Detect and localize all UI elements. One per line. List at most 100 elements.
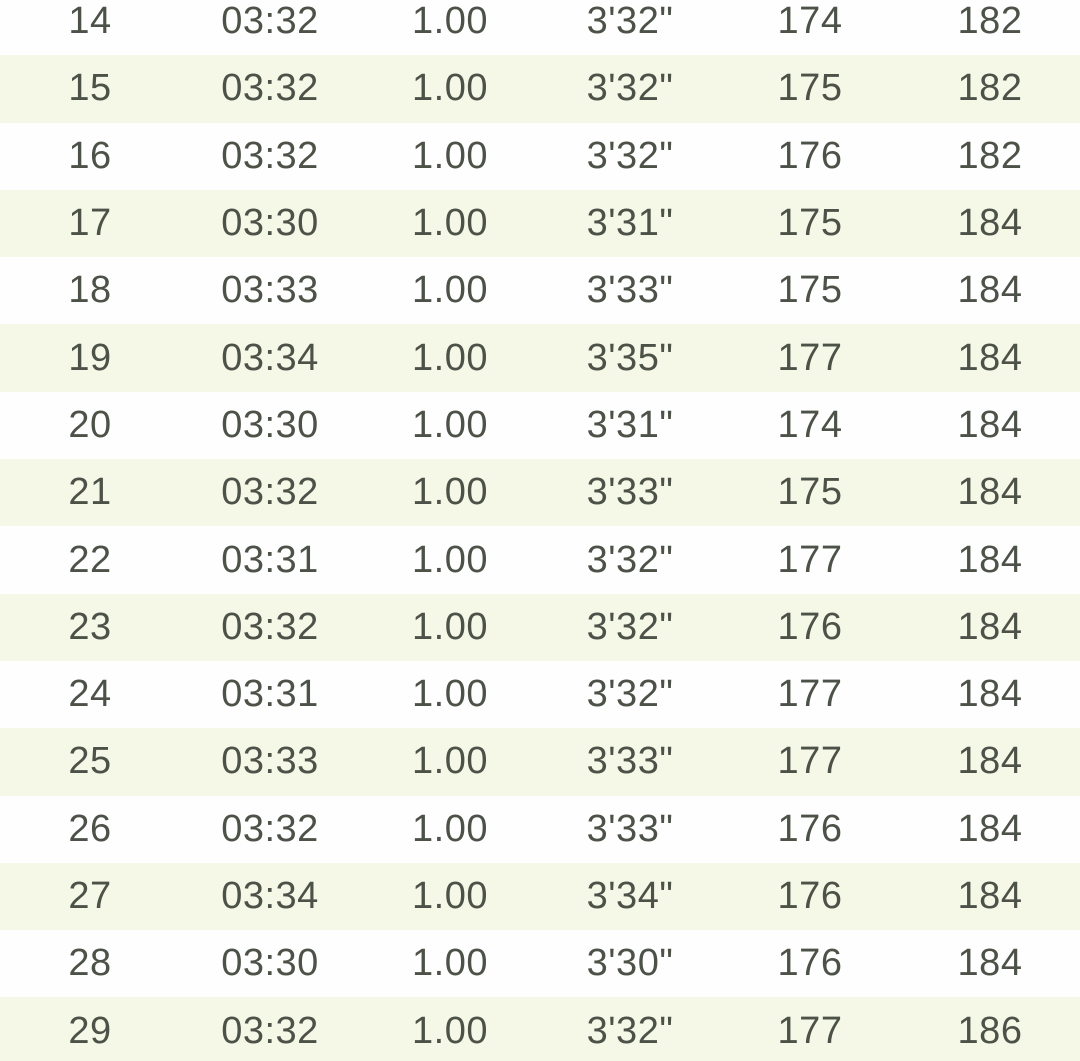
cell-distance: 1.00: [412, 538, 488, 581]
cell-heart_rate: 176: [777, 605, 843, 648]
cell-heart_rate: 176: [777, 134, 843, 177]
cell-distance: 1.00: [412, 269, 488, 312]
table-row: 14 03:32 1.00 3'32" 174 182: [0, 0, 1080, 56]
table-row: 15 03:32 1.00 3'32" 175 182: [0, 55, 1080, 123]
table-row: 24 03:31 1.00 3'32" 177 184: [0, 660, 1080, 729]
cell-heart_rate: 176: [777, 875, 843, 917]
cell-pace: 3'33": [586, 269, 674, 312]
cell-distance: 1.00: [412, 942, 488, 985]
cell-heart_rate: 177: [777, 336, 843, 379]
cell-distance: 1.00: [412, 471, 488, 514]
cell-pace: 3'31": [586, 403, 674, 446]
table-row: 27 03:34 1.00 3'34" 176 184: [0, 862, 1080, 931]
cell-cadence: 184: [957, 471, 1023, 514]
cell-distance: 1.00: [412, 673, 488, 716]
cell-distance: 1.00: [412, 740, 488, 783]
cell-cadence: 184: [957, 403, 1023, 446]
table-row: 25 03:33 1.00 3'33" 177 184: [0, 728, 1080, 796]
cell-heart_rate: 176: [777, 942, 843, 985]
cell-time: 03:34: [221, 875, 319, 917]
cell-distance: 1.00: [412, 134, 488, 177]
cell-pace: 3'32": [586, 0, 674, 43]
cell-time: 03:32: [221, 605, 319, 648]
cell-lap: 21: [68, 471, 112, 514]
cell-pace: 3'33": [586, 471, 674, 514]
cell-time: 03:30: [221, 403, 319, 446]
cell-pace: 3'32": [586, 538, 674, 581]
cell-heart_rate: 177: [777, 538, 843, 581]
cell-lap: 15: [68, 67, 112, 110]
cell-time: 03:33: [221, 740, 319, 783]
cell-lap: 14: [68, 0, 112, 43]
cell-time: 03:32: [221, 67, 319, 110]
cell-pace: 3'32": [586, 134, 674, 177]
cell-lap: 18: [68, 269, 112, 312]
cell-cadence: 184: [957, 202, 1023, 245]
cell-lap: 29: [68, 1009, 112, 1052]
cell-lap: 16: [68, 134, 112, 177]
cell-heart_rate: 177: [777, 673, 843, 716]
cell-time: 03:32: [221, 1009, 319, 1052]
cell-distance: 1.00: [412, 875, 488, 917]
cell-time: 03:32: [221, 0, 319, 43]
cell-heart_rate: 174: [777, 0, 843, 43]
cell-cadence: 186: [957, 1009, 1023, 1052]
cell-heart_rate: 175: [777, 269, 843, 312]
cell-cadence: 184: [957, 538, 1023, 581]
cell-lap: 24: [68, 673, 112, 716]
cell-distance: 1.00: [412, 403, 488, 446]
table-row: 20 03:30 1.00 3'31" 174 184: [0, 391, 1080, 460]
cell-cadence: 184: [957, 605, 1023, 648]
cell-cadence: 184: [957, 673, 1023, 716]
cell-heart_rate: 174: [777, 403, 843, 446]
cell-heart_rate: 176: [777, 807, 843, 850]
cell-distance: 1.00: [412, 67, 488, 110]
cell-pace: 3'32": [586, 1009, 674, 1052]
cell-time: 03:31: [221, 538, 319, 581]
cell-distance: 1.00: [412, 1009, 488, 1052]
cell-cadence: 182: [957, 134, 1023, 177]
cell-time: 03:32: [221, 807, 319, 850]
cell-pace: 3'33": [586, 740, 674, 783]
table-row: 17 03:30 1.00 3'31" 175 184: [0, 189, 1080, 258]
table-row: 16 03:32 1.00 3'32" 176 182: [0, 122, 1080, 190]
cell-pace: 3'32": [586, 67, 674, 110]
cell-cadence: 182: [957, 0, 1023, 43]
cell-pace: 3'31": [586, 202, 674, 245]
table-row: 28 03:30 1.00 3'30" 176 184: [0, 930, 1080, 998]
cell-distance: 1.00: [412, 202, 488, 245]
cell-cadence: 184: [957, 942, 1023, 985]
cell-time: 03:30: [221, 942, 319, 985]
table-row: 23 03:32 1.00 3'32" 176 184: [0, 593, 1080, 661]
cell-heart_rate: 175: [777, 67, 843, 110]
cell-time: 03:32: [221, 471, 319, 514]
cell-distance: 1.00: [412, 336, 488, 379]
cell-cadence: 184: [957, 807, 1023, 850]
cell-time: 03:32: [221, 134, 319, 177]
cell-heart_rate: 177: [777, 740, 843, 783]
cell-pace: 3'34": [586, 875, 674, 917]
cell-heart_rate: 175: [777, 471, 843, 514]
table-row: 26 03:32 1.00 3'33" 176 184: [0, 795, 1080, 863]
cell-cadence: 184: [957, 740, 1023, 783]
cell-time: 03:30: [221, 202, 319, 245]
cell-lap: 28: [68, 942, 112, 985]
table-row: 22 03:31 1.00 3'32" 177 184: [0, 526, 1080, 594]
cell-lap: 26: [68, 807, 112, 850]
table-row: 19 03:34 1.00 3'35" 177 184: [0, 324, 1080, 392]
cell-cadence: 184: [957, 336, 1023, 379]
cell-pace: 3'32": [586, 673, 674, 716]
cell-pace: 3'33": [586, 807, 674, 850]
cell-lap: 25: [68, 740, 112, 783]
table-row: 29 03:32 1.00 3'32" 177 186: [0, 997, 1080, 1061]
cell-pace: 3'30": [586, 942, 674, 985]
cell-time: 03:34: [221, 336, 319, 379]
cell-cadence: 184: [957, 875, 1023, 917]
table-row: 21 03:32 1.00 3'33" 175 184: [0, 459, 1080, 527]
cell-distance: 1.00: [412, 807, 488, 850]
cell-heart_rate: 177: [777, 1009, 843, 1052]
cell-lap: 19: [68, 336, 112, 379]
table-row: 18 03:33 1.00 3'33" 175 184: [0, 257, 1080, 325]
